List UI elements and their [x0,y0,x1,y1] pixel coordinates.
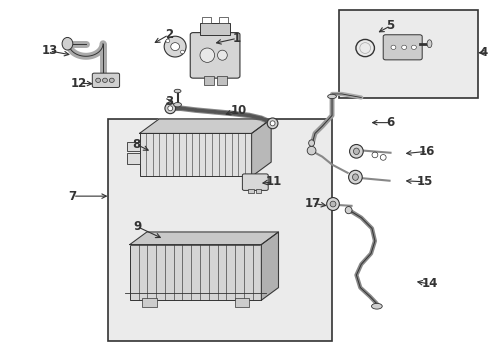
Ellipse shape [62,37,73,50]
Ellipse shape [164,36,186,57]
Ellipse shape [426,40,431,48]
Text: 6: 6 [386,116,394,129]
Text: 7: 7 [69,190,77,203]
Ellipse shape [308,140,314,146]
Text: 2: 2 [164,28,173,41]
Ellipse shape [170,42,179,50]
Ellipse shape [371,303,382,309]
Ellipse shape [109,78,114,82]
Bar [127,142,139,151]
Ellipse shape [410,45,415,49]
Bar [142,298,156,307]
Bar [339,10,477,98]
Text: 11: 11 [265,175,281,188]
Polygon shape [129,232,278,244]
Text: 3: 3 [164,95,173,108]
Ellipse shape [345,207,351,214]
Ellipse shape [349,144,363,158]
Ellipse shape [327,94,336,99]
Bar [129,244,261,300]
Ellipse shape [266,118,277,129]
Polygon shape [139,119,270,134]
Text: 4: 4 [478,46,486,59]
Ellipse shape [390,45,395,49]
Ellipse shape [217,50,227,60]
Bar [202,17,210,23]
FancyBboxPatch shape [383,35,421,60]
Bar [234,298,249,307]
Bar [199,23,229,35]
Text: 10: 10 [230,104,246,117]
Text: 12: 12 [70,77,86,90]
Bar [255,189,261,193]
Text: 8: 8 [132,138,140,150]
Ellipse shape [329,201,335,207]
FancyBboxPatch shape [190,33,240,78]
Text: 16: 16 [418,145,434,158]
FancyBboxPatch shape [242,174,267,190]
Bar [204,76,214,85]
Text: 14: 14 [421,278,437,291]
Bar [247,189,253,193]
Bar [217,76,226,85]
Bar [108,119,331,341]
Ellipse shape [353,148,359,154]
Ellipse shape [174,89,181,93]
Bar [139,134,251,176]
Text: 13: 13 [41,44,58,57]
Text: 17: 17 [304,197,320,210]
Polygon shape [261,232,278,300]
FancyBboxPatch shape [92,73,120,87]
Ellipse shape [306,146,315,155]
Bar [219,17,227,23]
Ellipse shape [348,170,362,184]
Ellipse shape [173,103,181,107]
Polygon shape [251,119,270,176]
Ellipse shape [326,198,339,211]
Ellipse shape [164,103,175,114]
Ellipse shape [167,106,172,111]
Ellipse shape [401,45,406,49]
Text: 5: 5 [386,19,394,32]
Ellipse shape [352,174,358,180]
Bar [127,153,139,164]
Text: 15: 15 [416,175,432,188]
Ellipse shape [96,78,101,82]
Text: 9: 9 [133,220,141,233]
Text: 1: 1 [232,32,241,45]
Ellipse shape [200,48,214,62]
Ellipse shape [165,39,169,42]
Ellipse shape [102,78,107,82]
Ellipse shape [180,50,184,54]
Ellipse shape [269,121,274,126]
